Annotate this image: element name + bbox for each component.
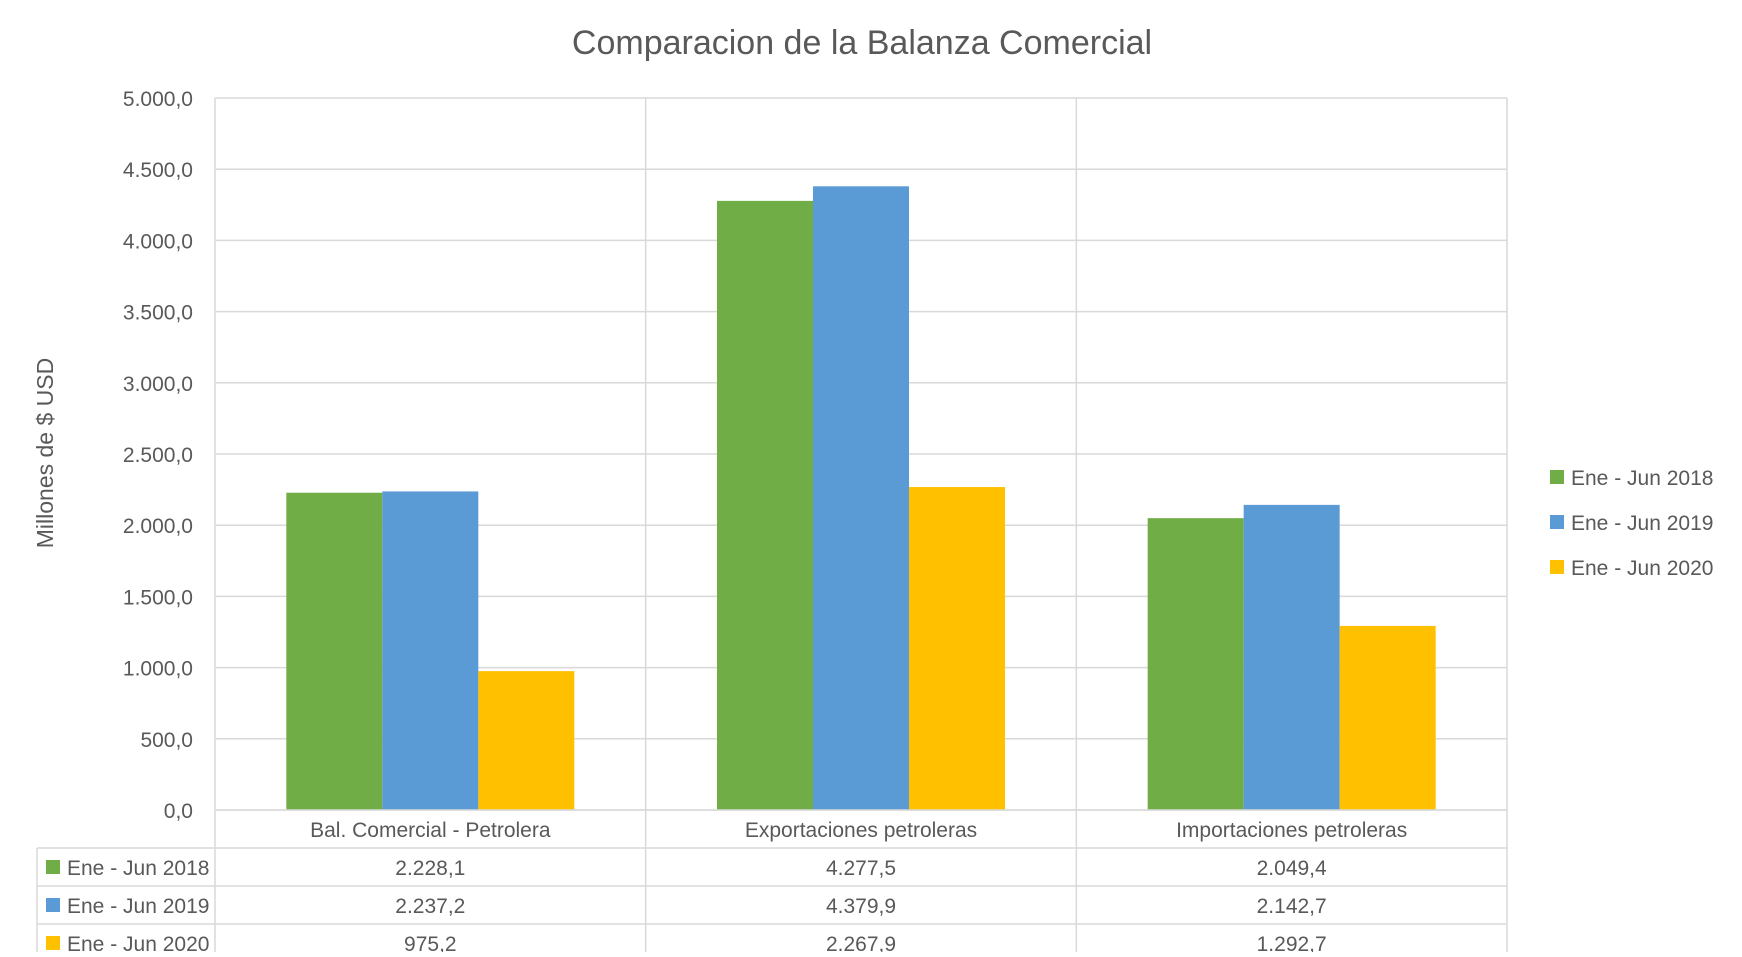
bar-1-1 — [286, 492, 383, 810]
data-label: 2.237,2 — [395, 895, 465, 918]
data-table: Bal. Comercial - Petrolera Exportaciones … — [36, 809, 1507, 957]
data-label: 975,2 — [404, 933, 457, 952]
data-label: 2.142,7 — [1257, 895, 1327, 918]
y-tick-label: 4.000,0 — [123, 230, 193, 253]
table-series-swatch — [46, 860, 60, 874]
y-tick-label: 5.000,0 — [123, 88, 193, 111]
legend: Ene - Jun 2018 Ene - Jun 2019 Ene - Jun 20… — [1550, 467, 1713, 580]
data-label: 4.379,9 — [826, 895, 896, 918]
bar-1-2 — [717, 200, 813, 810]
data-label: 2.267,9 — [826, 933, 896, 952]
legend-swatch — [1550, 560, 1564, 574]
legend-swatch — [1550, 515, 1564, 529]
y-tick-label: 3.000,0 — [123, 373, 193, 396]
y-tick-label: 4.500,0 — [123, 159, 193, 182]
x-tick-label: Importaciones petroleras — [1176, 819, 1407, 842]
legend-label: Ene - Jun 2018 — [1571, 467, 1713, 490]
table-series-swatch — [46, 898, 60, 912]
y-tick-label: 1.000,0 — [123, 658, 193, 681]
bar-3-2 — [909, 487, 1005, 810]
data-label: 1.292,7 — [1257, 933, 1327, 952]
bar-2-1 — [382, 491, 479, 810]
chart-title: Comparacion de la Balanza Comercial — [572, 24, 1152, 62]
y-tick-label: 0,0 — [164, 800, 193, 823]
table-series-name: Ene - Jun 2019 — [67, 895, 209, 918]
data-label: 2.049,4 — [1257, 857, 1327, 880]
y-tick-label: 1.500,0 — [123, 586, 193, 609]
y-tick-label: 2.500,0 — [123, 444, 193, 467]
data-label: 2.228,1 — [395, 857, 465, 880]
x-tick-label: Bal. Comercial - Petrolera — [310, 819, 551, 842]
table-series-swatch — [46, 936, 60, 950]
data-label: 4.277,5 — [826, 857, 896, 880]
y-axis-label: Millones de $ USD — [32, 358, 58, 548]
table-series-name: Ene - Jun 2018 — [67, 857, 209, 880]
bar-1-3 — [1147, 518, 1244, 810]
legend-swatch — [1550, 470, 1564, 484]
x-tick-label: Exportaciones petroleras — [745, 819, 977, 842]
bar-3-3 — [1339, 625, 1436, 810]
bars — [286, 186, 1436, 810]
legend-label: Ene - Jun 2019 — [1571, 512, 1713, 535]
bar-3-1 — [478, 671, 575, 810]
bar-2-2 — [813, 186, 909, 810]
y-axis-ticks: 0,0 500,0 1.000,0 1.500,0 2.000,0 2.500,0 3.00… — [123, 88, 193, 823]
legend-label: Ene - Jun 2020 — [1571, 557, 1713, 580]
y-tick-label: 3.500,0 — [123, 302, 193, 325]
y-tick-label: 500,0 — [140, 729, 193, 752]
y-tick-label: 2.000,0 — [123, 515, 193, 538]
table-series-name: Ene - Jun 2020 — [67, 933, 209, 952]
bar-2-3 — [1243, 504, 1340, 810]
